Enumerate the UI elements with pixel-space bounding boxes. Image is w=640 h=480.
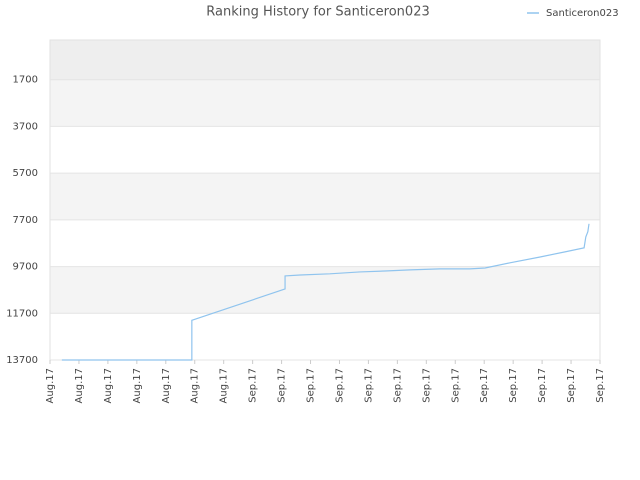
line [61,223,590,361]
band [50,173,600,220]
y-tick-label: 11700 [6,308,38,319]
x-tick-label: Sep.17 [392,368,403,403]
x-tick-label: Sep.17 [306,368,317,403]
x-tick-label: Sep.17 [334,368,345,403]
x-tick-label: Aug.17 [132,368,143,403]
x-tick-label: Sep.17 [479,368,490,403]
y-tick-label: 13700 [6,355,38,366]
x-tick-label: Sep.17 [421,368,432,403]
x-tick-label: Aug.17 [45,368,56,403]
x-tick-label: Sep.17 [537,368,548,403]
y-tick-label: 5700 [13,168,38,179]
y-tick-label: 9700 [13,262,38,273]
x-tick-label: Sep.17 [595,368,606,403]
x-tick-label: Aug.17 [219,368,230,403]
x-tick-label: Sep.17 [248,368,259,403]
x-tick-label: Aug.17 [161,368,172,403]
y-tick-label: 1700 [13,75,38,86]
x-tick-label: Aug.17 [103,368,114,403]
legend-label: Santiceron023 [546,8,619,19]
band [50,313,600,360]
y-tick-label: 7700 [13,215,38,226]
y-tick-label: 3700 [13,121,38,132]
x-tick-label: Sep.17 [508,368,519,403]
x-tick-label: Sep.17 [450,368,461,403]
x-tick-label: Aug.17 [74,368,85,403]
band [50,79,600,127]
band [50,40,600,80]
x-tick-label: Sep.17 [363,368,374,403]
x-tick-label: Aug.17 [190,368,201,403]
band [50,219,600,267]
x-tick-label: Sep.17 [277,368,288,403]
chart-title: Ranking History for Santiceron023 [206,5,429,20]
x-tick-label: Sep.17 [566,368,577,403]
band [50,126,600,174]
